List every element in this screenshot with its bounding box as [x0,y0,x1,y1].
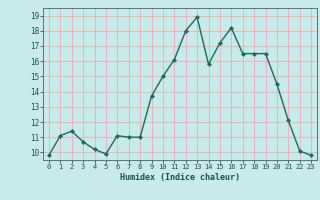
X-axis label: Humidex (Indice chaleur): Humidex (Indice chaleur) [120,173,240,182]
